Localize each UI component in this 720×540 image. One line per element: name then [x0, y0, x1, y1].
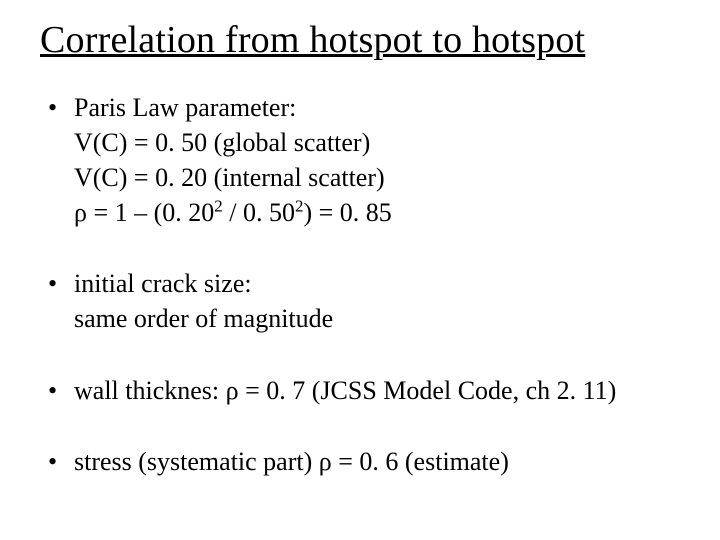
bullet-line: Paris Law parameter:: [74, 90, 680, 125]
slide-title: Correlation from hotspot to hotspot: [40, 18, 680, 62]
bullet-line: same order of magnitude: [74, 301, 680, 336]
bullet-line: stress (systematic part) ρ = 0. 6 (estim…: [74, 444, 680, 479]
bullet-line: wall thicknes: ρ = 0. 7 (JCSS Model Code…: [74, 373, 680, 408]
slide: Correlation from hotspot to hotspot Pari…: [0, 0, 720, 535]
bullet-line: initial crack size:: [74, 266, 680, 301]
bullet-line: ρ = 1 – (0. 202 / 0. 502) = 0. 85: [74, 195, 680, 230]
bullet-item: stress (systematic part) ρ = 0. 6 (estim…: [40, 444, 680, 479]
bullet-item: wall thicknes: ρ = 0. 7 (JCSS Model Code…: [40, 373, 680, 408]
bullet-line: V(C) = 0. 50 (global scatter): [74, 125, 680, 160]
bullet-item: Paris Law parameter: V(C) = 0. 50 (globa…: [40, 90, 680, 230]
bullet-line: V(C) = 0. 20 (internal scatter): [74, 160, 680, 195]
bullet-item: initial crack size: same order of magnit…: [40, 266, 680, 336]
bullet-list: Paris Law parameter: V(C) = 0. 50 (globa…: [40, 90, 680, 479]
